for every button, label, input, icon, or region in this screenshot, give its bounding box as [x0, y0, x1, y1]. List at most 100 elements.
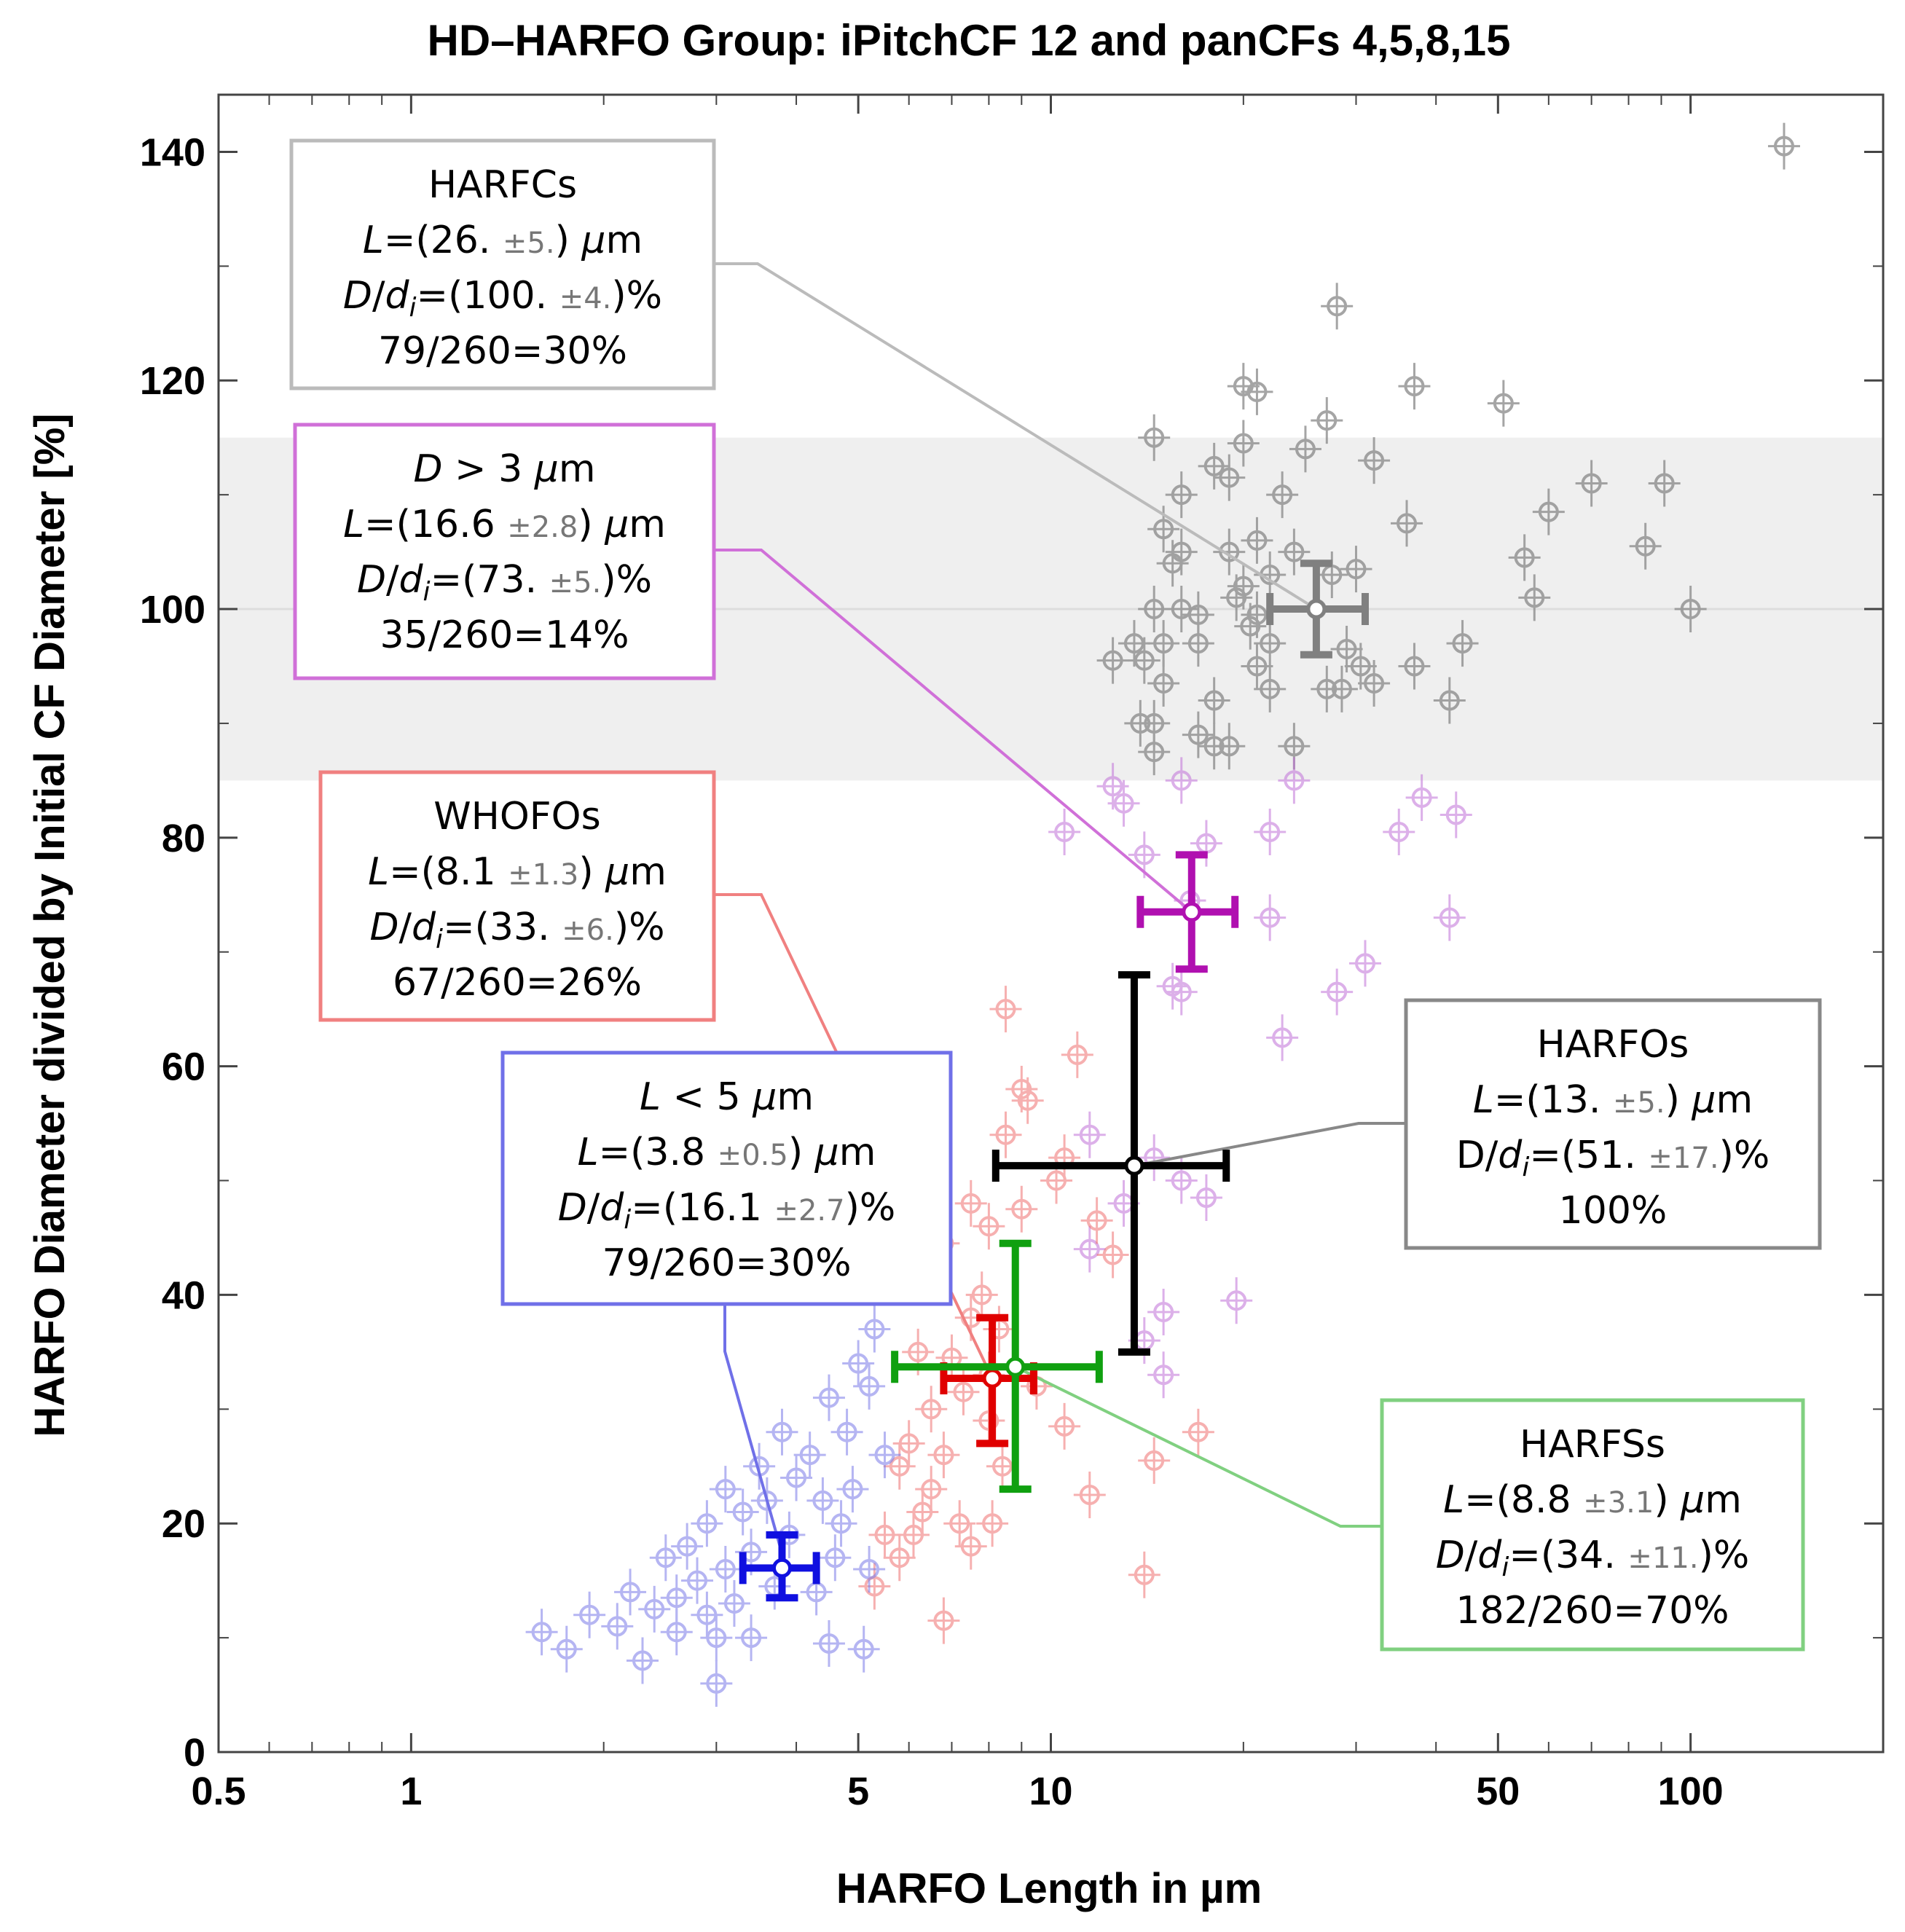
leader-line-harfs [1014, 1365, 1382, 1528]
data-point-marker [953, 1381, 974, 1402]
summary-point-harfs [891, 1239, 1103, 1493]
data-point-harfc [1213, 723, 1246, 770]
data-point-harfc [1147, 620, 1180, 667]
data-point-short [868, 1432, 901, 1479]
data-point-harfc [1198, 677, 1230, 724]
data-point-marker [741, 1627, 762, 1649]
annotation-line: D/di=(33. ±6.)% [369, 906, 664, 954]
annotation-text: d [412, 906, 436, 949]
annotation-box-harfc: HARFCs L=(26. ±5.) μm D/di=(100. ±4.)% 79/2… [289, 138, 716, 390]
annotation-text: μ [814, 1131, 839, 1174]
annotation-text: )% [601, 558, 652, 602]
data-point-d3 [1383, 808, 1415, 855]
data-point-marker [1134, 1564, 1155, 1585]
data-point-marker [1336, 638, 1357, 659]
data-point-short [691, 1500, 723, 1547]
data-point-short [819, 1534, 852, 1582]
data-point-marker [556, 1638, 577, 1660]
data-point-marker [1354, 953, 1375, 974]
annotation-uncertainty: ±3.1 [1583, 1486, 1654, 1520]
annotation-line: HARFOs [1537, 1023, 1689, 1067]
annotation-text: =(8.1 [389, 850, 508, 894]
data-point-marker [1153, 673, 1174, 694]
annotation-text: 35/260=14% [380, 613, 629, 657]
annotation-text: μ [1680, 1478, 1705, 1522]
data-point-whofo [1048, 1134, 1081, 1182]
annotation-uncertainty: ±5. [503, 227, 555, 260]
annotation-text: / [399, 906, 412, 949]
data-point-marker [982, 1513, 1003, 1534]
data-point-short [691, 1591, 723, 1638]
data-point-whofo [915, 1466, 948, 1513]
data-point-harfc [1433, 677, 1466, 724]
data-point-marker [1219, 467, 1240, 488]
annotation-text: =(16.6 [364, 503, 507, 546]
data-point-short [853, 1545, 886, 1593]
annotation-uncertainty: ±4. [559, 282, 612, 315]
annotation-text: HARFSs [1520, 1423, 1665, 1466]
data-point-marker [1130, 712, 1151, 734]
y-tick-label: 120 [140, 359, 205, 403]
annotation-line: L=(8.1 ±1.3) μm [368, 850, 667, 894]
data-point-whofo [976, 1500, 1009, 1547]
annotation-text: D [413, 447, 442, 491]
summary-point-harfc [1266, 559, 1369, 659]
annotation-text: d [399, 558, 424, 602]
data-point-whofo [892, 1420, 925, 1467]
data-point-marker [1524, 587, 1545, 608]
data-point-marker [995, 999, 1016, 1020]
annotation-box-border [1404, 998, 1822, 1250]
data-point-d3 [1321, 968, 1354, 1016]
data-point-marker [933, 1445, 954, 1466]
annotation-text: m [777, 1075, 814, 1119]
data-point-harfc [1289, 425, 1321, 473]
summary-marker [982, 1368, 1002, 1389]
annotation-line: 100% [1559, 1189, 1668, 1233]
annotation-uncertainty: ±2.7 [774, 1194, 844, 1228]
annotation-box-border [318, 770, 716, 1022]
data-point-harfc [1213, 454, 1246, 501]
annotation-line: HARFSs [1520, 1423, 1665, 1466]
data-point-marker [1316, 410, 1338, 431]
annotation-uncertainty: ±1.3 [508, 858, 578, 892]
data-point-marker [1067, 1044, 1088, 1065]
data-point-marker [818, 1387, 839, 1408]
data-point-harfc [1213, 528, 1246, 576]
data-point-whofo [1073, 1471, 1106, 1518]
data-point-short [709, 1545, 742, 1593]
annotation-text: d [1477, 1534, 1502, 1577]
annotation-text: L [578, 1131, 599, 1174]
annotation-text: μ [605, 850, 629, 894]
data-point-whofo [868, 1511, 901, 1558]
data-point-marker [1187, 724, 1209, 745]
data-point-marker [978, 1216, 999, 1237]
data-point-harfc [1321, 283, 1354, 330]
data-point-harfc [1165, 471, 1198, 519]
annotation-text: m [839, 1131, 876, 1174]
data-point-marker [859, 1558, 880, 1579]
data-point-marker [1144, 427, 1165, 448]
annotation-uncertainty: ±5. [549, 566, 602, 600]
data-point-marker [1134, 650, 1155, 671]
data-point-harfc [1648, 460, 1681, 507]
data-point-harfc [1227, 363, 1260, 410]
annotation-line: D > 3 μm [413, 447, 595, 491]
data-point-marker [1404, 656, 1425, 677]
data-point-marker [960, 1536, 981, 1557]
data-point-d3 [1439, 791, 1472, 839]
annotation-text: =(3.8 [599, 1131, 718, 1174]
data-point-d3 [1190, 1174, 1222, 1222]
data-point-marker [1295, 439, 1316, 460]
data-point-harfc [1674, 586, 1707, 633]
data-point-harfc [1311, 397, 1343, 444]
data-point-short [638, 1585, 671, 1633]
data-point-marker [666, 1622, 687, 1643]
data-point-marker [1246, 530, 1268, 551]
annotation-text: m [1705, 1478, 1742, 1522]
chart-title: HD–HARFO Group: iPitchCF 12 and panCFs 4… [428, 16, 1511, 65]
annotation-text: =(16.1 [631, 1186, 774, 1230]
data-point-harfc [1398, 643, 1431, 690]
annotation-uncertainty: ±5. [1613, 1086, 1665, 1120]
data-point-short [700, 1614, 733, 1662]
